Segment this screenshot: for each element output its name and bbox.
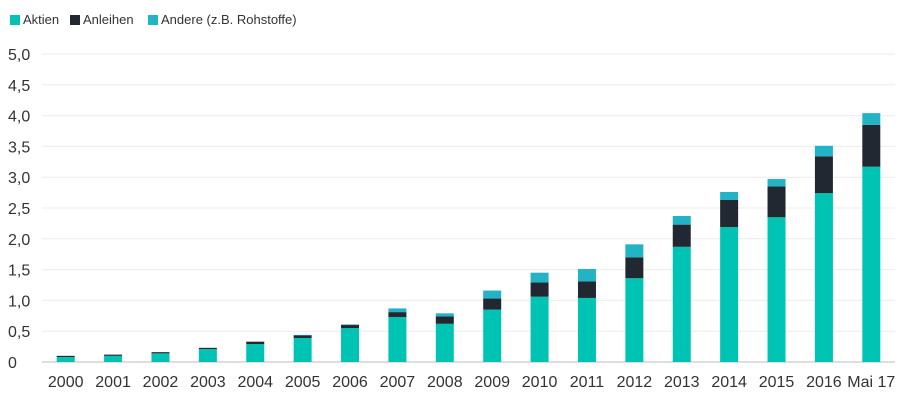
bar-segment-0-8 — [435, 323, 454, 362]
bar-segment-0-17 — [862, 166, 881, 362]
legend-swatch-0 — [10, 15, 20, 25]
x-tick-label: 2008 — [427, 374, 463, 391]
legend-swatch-1 — [70, 15, 80, 25]
bar-segment-1-4 — [246, 341, 265, 345]
x-tick-label: 2006 — [332, 374, 368, 391]
bar-segment-0-15 — [767, 217, 786, 362]
y-tick-label: 0 — [8, 355, 17, 372]
bar-segment-1-7 — [388, 312, 407, 318]
bar-segment-2-10 — [530, 272, 549, 283]
bar-segment-1-14 — [720, 199, 739, 228]
bar-segment-1-3 — [198, 347, 217, 350]
bar-segment-1-9 — [483, 298, 502, 310]
bar-segment-1-0 — [56, 355, 75, 358]
x-tick-label: 2012 — [617, 374, 653, 391]
bar-segment-1-6 — [341, 325, 360, 329]
gridlines — [42, 53, 895, 363]
x-tick-label: 2014 — [711, 374, 747, 391]
bar-segment-1-15 — [767, 186, 786, 218]
bar-segment-0-4 — [246, 344, 265, 362]
x-tick-label: Mai 17 — [847, 374, 895, 391]
x-tick-label: 2002 — [143, 374, 179, 391]
bar-segment-1-2 — [151, 352, 170, 354]
bar-segment-2-16 — [814, 145, 833, 157]
y-axis: 0 0,5 1,0 1,5 2,0 2,5 3,0 3,5 4,0 4,5 5,0 — [8, 47, 30, 372]
bar-segment-2-8 — [435, 313, 454, 317]
bar-segment-2-15 — [767, 179, 786, 187]
y-tick-label: 1,5 — [8, 263, 30, 280]
x-tick-label: 2001 — [95, 374, 131, 391]
y-tick-label: 0,5 — [8, 324, 30, 341]
x-tick-label: 2003 — [190, 374, 226, 391]
bar-segment-0-2 — [151, 353, 170, 362]
x-tick-label: 2011 — [570, 374, 605, 391]
y-tick-label: 3,5 — [8, 139, 30, 156]
y-tick-label: 1,0 — [8, 293, 30, 310]
y-tick-label: 5,0 — [8, 47, 30, 64]
bar-segment-0-13 — [672, 246, 691, 362]
bar-segment-1-10 — [530, 282, 549, 297]
bar-segment-0-0 — [56, 357, 75, 362]
bar-segment-0-5 — [293, 337, 312, 362]
bar-segment-0-12 — [625, 278, 644, 362]
bar-segment-1-12 — [625, 257, 644, 279]
y-tick-label: 2,5 — [8, 201, 30, 218]
x-tick-label: 2016 — [806, 374, 842, 391]
x-tick-label: 2010 — [522, 374, 558, 391]
bar-segment-1-13 — [672, 224, 691, 247]
x-tick-label: 2009 — [474, 374, 510, 391]
x-tick-label: 2013 — [664, 374, 700, 391]
y-tick-label: 3,0 — [8, 170, 30, 187]
bar-segment-0-3 — [198, 349, 217, 362]
bar-segment-0-11 — [577, 297, 596, 362]
x-tick-label: 2004 — [237, 374, 273, 391]
bar-segment-2-7 — [388, 308, 407, 313]
legend-label-2: Andere (z.B. Rohstoffe) — [161, 12, 297, 27]
bars — [56, 113, 881, 362]
bar-segment-1-16 — [814, 156, 833, 194]
bar-segment-0-7 — [388, 317, 407, 362]
bar-segment-1-17 — [862, 124, 881, 167]
y-tick-label: 2,0 — [8, 232, 30, 249]
bar-segment-1-8 — [435, 316, 454, 324]
bar-segment-2-14 — [720, 191, 739, 200]
bar-segment-0-16 — [814, 193, 833, 362]
x-axis: 2000 2001 2002 2003 2004 2005 2006 2007 2008 2009… — [48, 374, 896, 391]
bar-segment-1-5 — [293, 335, 312, 338]
bar-segment-1-11 — [577, 281, 596, 298]
legend-label-0: Aktien — [23, 12, 59, 27]
bar-segment-2-17 — [862, 113, 881, 125]
bar-segment-0-10 — [530, 296, 549, 362]
x-tick-label: 2000 — [48, 374, 84, 391]
y-tick-label: 4,5 — [8, 78, 30, 95]
y-tick-label: 4,0 — [8, 109, 30, 126]
legend: Aktien Anleihen Andere (z.B. Rohstoffe) — [10, 12, 297, 27]
legend-swatch-2 — [148, 15, 158, 25]
bar-segment-2-5 — [293, 334, 312, 336]
bar-segment-2-11 — [577, 268, 596, 282]
bar-segment-2-6 — [341, 324, 360, 326]
bar-segment-2-13 — [672, 216, 691, 225]
bar-segment-0-9 — [483, 309, 502, 362]
x-tick-label: 2005 — [285, 374, 321, 391]
x-tick-label: 2015 — [759, 374, 795, 391]
bar-segment-2-9 — [483, 290, 502, 299]
bar-segment-0-14 — [720, 227, 739, 362]
bar-segment-0-6 — [341, 328, 360, 362]
bar-segment-0-1 — [104, 355, 123, 362]
legend-label-1: Anleihen — [83, 12, 134, 27]
bar-segment-2-12 — [625, 244, 644, 258]
bar-segment-1-1 — [104, 354, 123, 356]
x-tick-label: 2007 — [380, 374, 416, 391]
